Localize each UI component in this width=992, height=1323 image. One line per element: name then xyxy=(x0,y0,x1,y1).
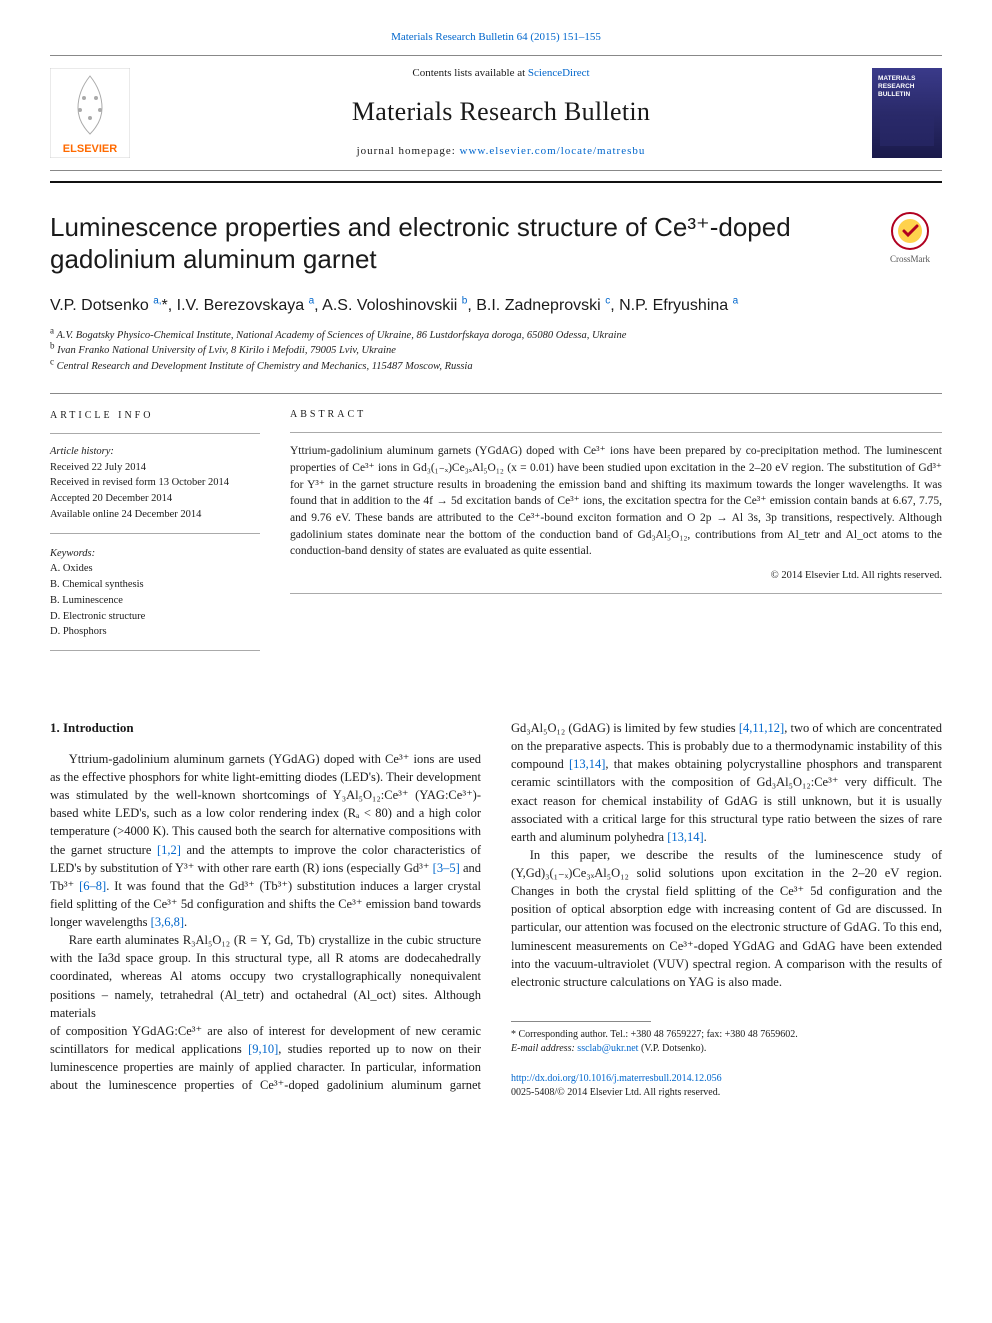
journal-homepage: journal homepage: www.elsevier.com/locat… xyxy=(130,144,872,159)
citation-header: Materials Research Bulletin 64 (2015) 15… xyxy=(50,30,942,45)
crossmark-icon xyxy=(890,211,930,251)
sciencedirect-link[interactable]: ScienceDirect xyxy=(528,67,590,79)
abstract-panel: ABSTRACT Yttrium-gadolinium aluminum gar… xyxy=(290,408,942,661)
crossmark-badge[interactable]: CrossMark xyxy=(878,211,942,266)
doi-block: http://dx.doi.org/10.1016/j.materresbull… xyxy=(511,1072,942,1100)
affiliations: a A.V. Bogatsky Physico-Chemical Institu… xyxy=(50,328,942,375)
body-paragraph: Yttrium-gadolinium aluminum garnets (YGd… xyxy=(50,750,481,931)
article-info-panel: ARTICLE INFO Article history: Received 2… xyxy=(50,408,260,661)
section-heading-intro: 1. Introduction xyxy=(50,719,481,738)
body-paragraph: Rare earth aluminates R₃Al₅O₁₂ (R = Y, G… xyxy=(50,931,481,1022)
email-link[interactable]: ssclab@ukr.net xyxy=(577,1043,638,1054)
footnote-rule xyxy=(511,1021,651,1022)
doi-link[interactable]: http://dx.doi.org/10.1016/j.materresbull… xyxy=(511,1073,722,1084)
elsevier-logo: ELSEVIER xyxy=(50,68,130,158)
svg-text:MATERIALS: MATERIALS xyxy=(878,75,916,82)
contents-line: Contents lists available at ScienceDirec… xyxy=(130,66,872,81)
journal-name: Materials Research Bulletin xyxy=(130,94,872,130)
divider-thick xyxy=(50,181,942,183)
svg-text:RESEARCH: RESEARCH xyxy=(878,83,915,90)
corresponding-footnote: * Corresponding author. Tel.: +380 48 76… xyxy=(511,1028,942,1056)
abstract-text: Yttrium-gadolinium aluminum garnets (YGd… xyxy=(290,443,942,560)
citation-link[interactable]: Materials Research Bulletin 64 (2015) 15… xyxy=(391,31,601,43)
body-paragraph: In this paper, we describe the results o… xyxy=(511,846,942,991)
authors-line: V.P. Dotsenko a,*, I.V. Berezovskaya a, … xyxy=(50,294,942,318)
svg-text:ELSEVIER: ELSEVIER xyxy=(63,143,117,155)
journal-cover-thumb: MATERIALS RESEARCH BULLETIN xyxy=(872,68,942,158)
abstract-copyright: © 2014 Elsevier Ltd. All rights reserved… xyxy=(290,568,942,583)
homepage-link[interactable]: www.elsevier.com/locate/matresbu xyxy=(460,145,646,157)
svg-text:BULLETIN: BULLETIN xyxy=(878,91,910,98)
journal-masthead: ELSEVIER Contents lists available at Sci… xyxy=(50,55,942,170)
article-title: Luminescence properties and electronic s… xyxy=(50,211,858,276)
article-body: 1. Introduction Yttrium-gadolinium alumi… xyxy=(50,719,942,1100)
